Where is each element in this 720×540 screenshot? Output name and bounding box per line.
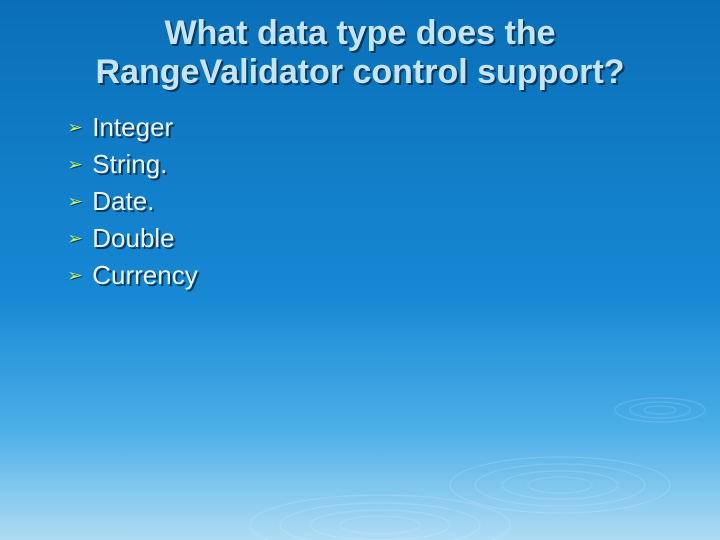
bullet-text: Double (92, 223, 174, 254)
list-item: ➢ String. (68, 149, 720, 180)
chevron-right-icon: ➢ (67, 192, 83, 212)
list-item: ➢ Currency (68, 260, 720, 291)
slide-title: What data type does the RangeValidator c… (0, 0, 720, 92)
list-item: ➢ Date. (68, 186, 720, 217)
slide: What data type does the RangeValidator c… (0, 0, 720, 540)
list-item: ➢ Double (68, 223, 720, 254)
list-item: ➢ Integer (68, 112, 720, 143)
chevron-right-icon: ➢ (67, 266, 83, 286)
chevron-right-icon: ➢ (67, 155, 83, 175)
ripple-decoration (0, 290, 720, 540)
bullet-text: Integer (92, 112, 173, 143)
bullet-text: Date. (92, 186, 154, 217)
chevron-right-icon: ➢ (67, 118, 83, 138)
bullet-text: String. (92, 149, 167, 180)
bullet-text: Currency (92, 260, 197, 291)
bullet-list: ➢ Integer ➢ String. ➢ Date. ➢ Double ➢ C… (68, 112, 720, 291)
chevron-right-icon: ➢ (67, 229, 83, 249)
